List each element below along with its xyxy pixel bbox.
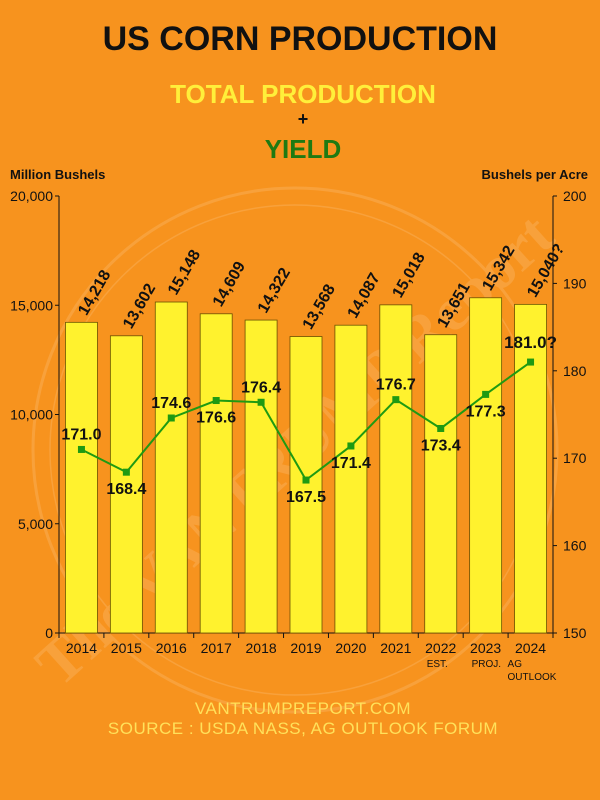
x-tick-label: 2018 [246, 640, 277, 656]
x-tick-label: 2020 [335, 640, 366, 656]
yield-point [482, 390, 490, 398]
x-tick-note: EST. [427, 659, 448, 670]
yield-value-label: 173.4 [421, 437, 461, 454]
footer-website: VANTRUMPREPORT.COM [194, 699, 412, 718]
axes: 0 5,000 10,000 15,000 20,000 150 160 170 180 190 2… [10, 188, 586, 641]
yield-labels: 171.0 168.4 174.6 176.6 176.4 167.5 171.4 176.7… [61, 333, 557, 506]
left-tick-label: 5,000 [18, 516, 53, 532]
yield-value-label: 176.7 [376, 377, 416, 394]
production-value-label: 14,218 [75, 267, 114, 318]
yield-point [167, 414, 175, 422]
yield-value-label: 167.5 [286, 489, 326, 506]
left-tick-label: 20,000 [10, 188, 53, 204]
production-value-label: 14,322 [255, 265, 294, 316]
production-value-label: 15,148 [165, 247, 204, 298]
x-tick-note: PROJ. [472, 659, 501, 670]
yield-point [122, 468, 130, 476]
yield-point [347, 442, 355, 450]
production-value-label: 13,602 [120, 281, 159, 332]
subtitle-production: TOTAL PRODUCTION [170, 79, 436, 109]
left-tick-label: 10,000 [10, 407, 53, 423]
production-bar [244, 319, 278, 634]
yield-value-label: 176.6 [196, 410, 236, 427]
left-tick-label: 0 [45, 625, 53, 641]
yield-line-series [77, 358, 535, 484]
yield-point [212, 397, 220, 405]
x-tick-label: 2015 [111, 640, 142, 656]
bar-series [65, 297, 547, 634]
x-tick-note: OUTLOOK [508, 672, 557, 683]
production-bar [154, 301, 188, 634]
subtitle-yield: YIELD [264, 134, 342, 164]
production-value-label: 13,568 [300, 282, 339, 333]
yield-point [77, 445, 85, 453]
production-bar [199, 313, 233, 634]
x-tick-label: 2016 [156, 640, 187, 656]
yield-value-label: 177.3 [466, 403, 506, 420]
right-tick-label: 200 [563, 188, 587, 204]
x-tick-labels: 2014 2015 2016 2017 2018 2019 2020 2021 2022 EST.… [66, 640, 557, 683]
x-tick-label: 2019 [290, 640, 321, 656]
production-bar [334, 324, 368, 634]
left-axis-label: Million Bushels [10, 167, 106, 182]
production-value-label: 14,087 [345, 270, 384, 321]
right-tick-label: 190 [563, 275, 587, 291]
production-value-label: 14,609 [210, 259, 249, 310]
yield-point [437, 424, 445, 432]
x-tick-label: 2021 [380, 640, 411, 656]
x-tick-label: 2023 [470, 640, 501, 656]
production-bar [379, 304, 413, 634]
yield-point [527, 358, 535, 366]
yield-point [392, 396, 400, 404]
x-tick-note: AG [508, 659, 523, 670]
right-tick-label: 170 [563, 450, 587, 466]
yield-value-label: 176.4 [241, 379, 281, 396]
yield-point [302, 476, 310, 484]
yield-value-label: 168.4 [106, 481, 146, 498]
x-tick-label: 2024 [515, 640, 546, 656]
production-bar [514, 303, 547, 634]
production-bar [469, 297, 503, 634]
production-bar [109, 335, 143, 634]
production-bar [65, 321, 98, 634]
right-tick-label: 160 [563, 538, 587, 554]
x-tick-label: 2022 [425, 640, 456, 656]
yield-point [257, 398, 265, 406]
x-tick-label: 2014 [66, 640, 97, 656]
yield-value-label: 171.0 [61, 426, 101, 443]
yield-value-label: 174.6 [151, 395, 191, 412]
left-tick-label: 15,000 [10, 297, 53, 313]
right-tick-label: 180 [563, 363, 587, 379]
footer-source: SOURCE : USDA NASS, AG OUTLOOK FORUM [107, 719, 499, 738]
production-bar [289, 336, 323, 634]
right-tick-label: 150 [563, 625, 587, 641]
subtitle-plus: + [297, 109, 309, 129]
yield-value-label: 171.4 [331, 455, 371, 472]
right-axis-label: Bushels per Acre [481, 167, 588, 182]
yield-value-label: 181.0? [504, 333, 557, 352]
x-tick-label: 2017 [201, 640, 232, 656]
production-bar [424, 334, 458, 634]
chart-title: US CORN PRODUCTION [102, 20, 498, 58]
